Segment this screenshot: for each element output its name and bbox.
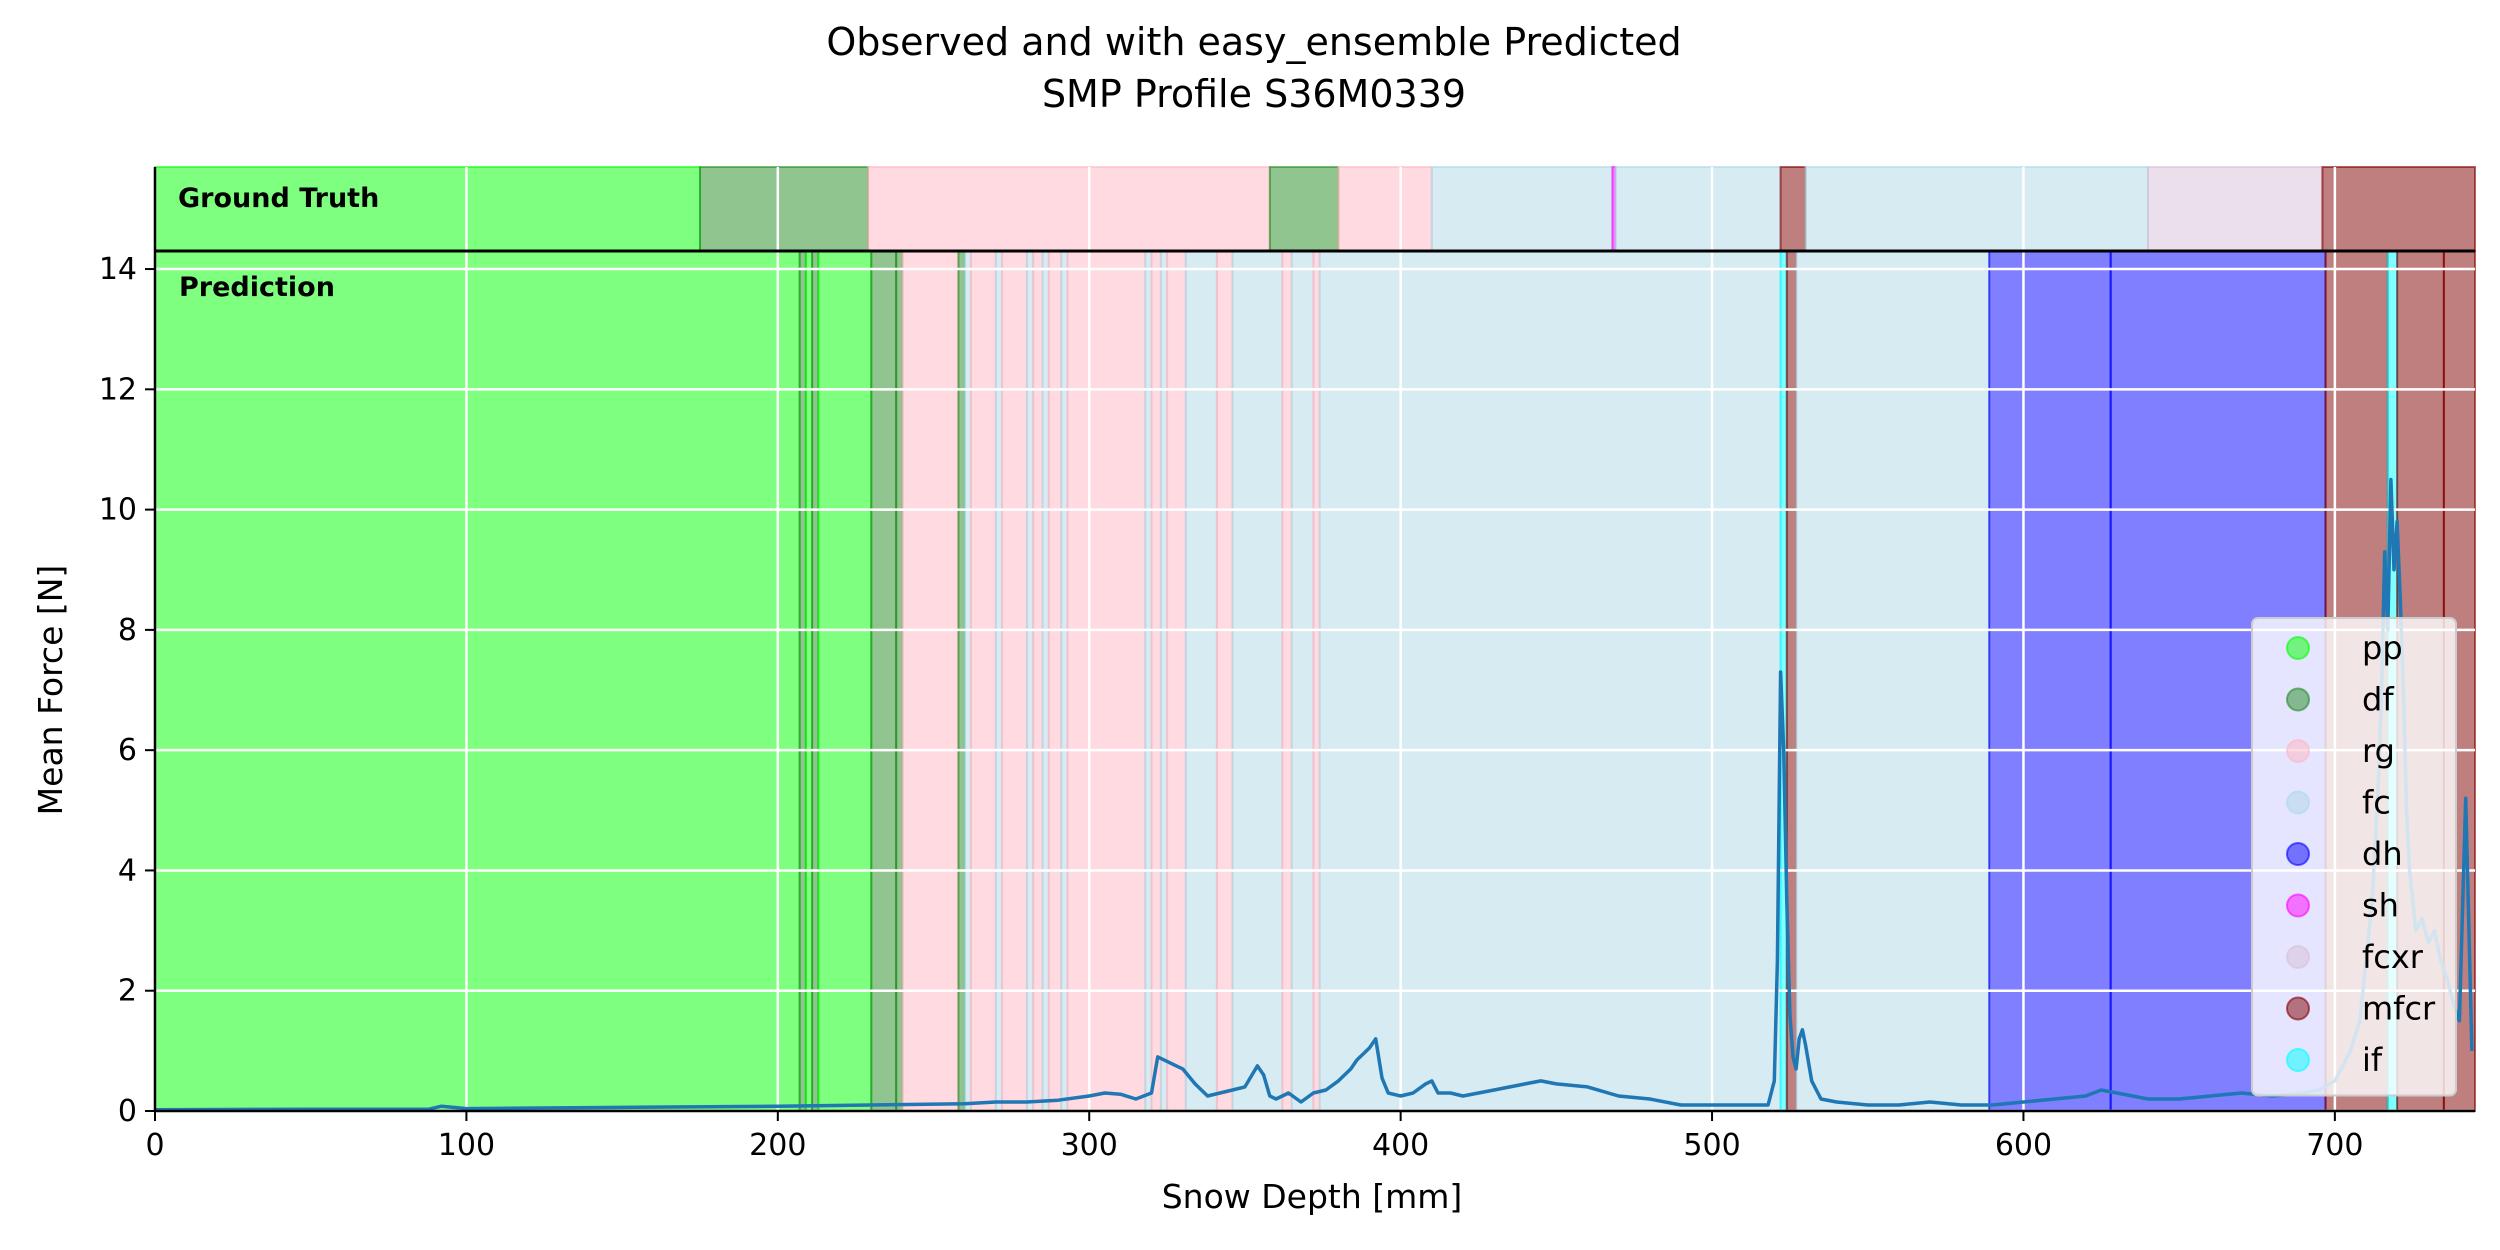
prediction-segment-rg — [1281, 250, 1293, 1112]
x-tick-label: 100 — [438, 1128, 495, 1163]
legend-marker-df — [2286, 687, 2310, 712]
ground-truth-segment-pp — [154, 166, 701, 252]
y-tick-label: 14 — [99, 252, 137, 287]
legend-box — [2251, 617, 2457, 1097]
prediction-segment-pp — [817, 250, 873, 1112]
prediction-segment-fc — [1184, 250, 1218, 1112]
legend-label-dh: dh — [2362, 835, 2403, 873]
y-tick-label: 6 — [118, 733, 137, 768]
legend-label-mfcr: mfcr — [2362, 990, 2436, 1028]
ground-truth-segment-df — [1268, 166, 1340, 252]
axes — [153, 167, 2475, 1113]
prediction-segment-dh — [1988, 250, 2112, 1112]
prediction-segment-fc — [1290, 250, 1315, 1112]
x-tick-label: 300 — [1061, 1128, 1118, 1163]
legend-label-fc: fc — [2362, 784, 2391, 822]
ground-truth-segment-fc — [1614, 166, 1782, 252]
legend-label-rg: rg — [2362, 732, 2395, 770]
x-axis-label: Snow Depth [mm] — [1162, 1177, 1463, 1216]
legend-marker-sh — [2286, 893, 2310, 918]
ground-truth-segment-rg — [867, 166, 1271, 252]
x-tick-label: 0 — [145, 1128, 164, 1163]
legend-label-sh: sh — [2362, 887, 2399, 925]
prediction-label: Prediction — [179, 272, 335, 303]
prediction-segment-rg — [1166, 250, 1187, 1112]
y-tick-label: 0 — [118, 1094, 137, 1129]
prediction-background — [154, 250, 2477, 1112]
legend-marker-fcxr — [2286, 945, 2310, 969]
y-tick-label: 10 — [99, 493, 137, 528]
legend-marker-if — [2286, 1048, 2310, 1072]
prediction-segment-rg — [1047, 250, 1063, 1112]
legend-marker-mfcr — [2286, 996, 2310, 1021]
y-axis-label: Mean Force [N] — [31, 565, 70, 816]
ground-truth-segment-mfcr — [2321, 166, 2477, 252]
prediction-segment-rg — [969, 250, 997, 1112]
prediction-segment-fc — [1318, 250, 1782, 1112]
y-tick-label: 8 — [118, 613, 137, 648]
legend-label-pp: pp — [2362, 629, 2403, 667]
x-tick-label: 200 — [749, 1128, 806, 1163]
x-tick-label: 700 — [2306, 1128, 2363, 1163]
prediction-segment-rg — [1032, 250, 1044, 1112]
legend-marker-dh — [2286, 842, 2310, 866]
y-tick-labels: 0 2 4 6 8 10 12 14 — [99, 252, 155, 1129]
ground-truth-segment-fc — [1430, 166, 1614, 252]
ground-truth-strip — [154, 166, 2477, 252]
prediction-segment-rg — [1150, 250, 1162, 1112]
y-tick-label: 4 — [118, 853, 137, 888]
prediction-segment-rg — [1066, 250, 1147, 1112]
prediction-segment-fc — [1795, 250, 1991, 1112]
y-tick-label: 12 — [99, 372, 137, 407]
x-tick-label: 400 — [1372, 1128, 1429, 1163]
legend-marker-fc — [2286, 790, 2310, 815]
ground-truth-segment-mfcr — [1779, 166, 1807, 252]
chart-subtitle: SMP Profile S36M0339 — [1042, 72, 1466, 116]
legend-label-if: if — [2362, 1041, 2383, 1079]
ground-truth-segment-fc — [1804, 166, 2150, 252]
ground-truth-label: Ground Truth — [178, 183, 379, 214]
prediction-segment-fc — [1231, 250, 1284, 1112]
x-tick-label: 600 — [1995, 1128, 2052, 1163]
x-tick-label: 500 — [1683, 1128, 1740, 1163]
prediction-segment-df — [870, 250, 898, 1112]
ground-truth-segment-fcxr — [2147, 166, 2324, 252]
prediction-segment-rg — [1215, 250, 1234, 1112]
legend: pp df rg fc dh sh fcxr mfcr if — [2251, 617, 2457, 1097]
prediction-segment-pp — [154, 250, 801, 1112]
ground-truth-segment-rg — [1337, 166, 1433, 252]
prediction-segment-rg — [901, 250, 960, 1112]
legend-marker-rg — [2286, 739, 2310, 763]
y-tick-label: 2 — [118, 974, 137, 1009]
chart-title: Observed and with easy_ensemble Predicte… — [826, 20, 1681, 64]
x-tick-labels: 0 100 200 300 400 500 600 700 — [145, 1111, 2363, 1163]
legend-label-fcxr: fcxr — [2362, 938, 2424, 976]
legend-label-df: df — [2362, 681, 2394, 719]
ground-truth-segment-df — [698, 166, 870, 252]
prediction-segment-rg — [1001, 250, 1028, 1112]
legend-marker-pp — [2286, 636, 2310, 660]
